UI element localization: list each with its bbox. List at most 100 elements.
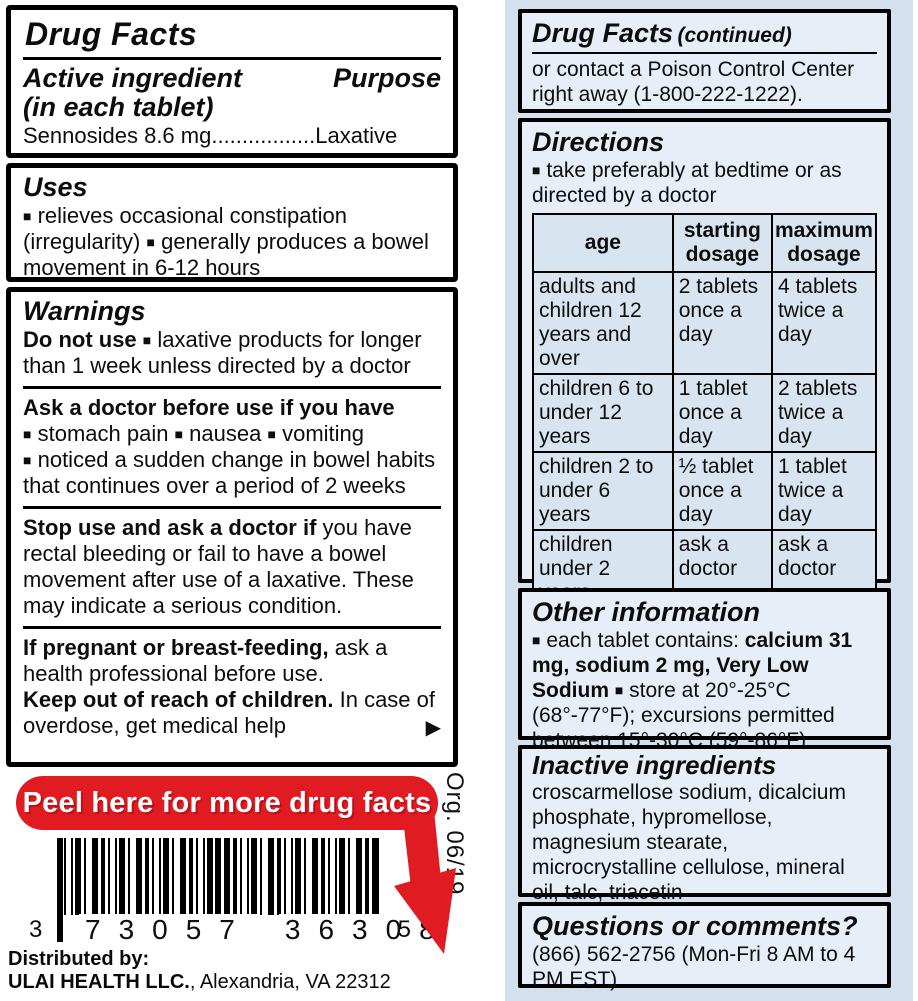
- stop-use-lead: Stop use and ask a doctor if: [23, 515, 317, 541]
- other-information-title: Other information: [532, 597, 760, 627]
- panel-questions: Questions or comments? (866) 562-2756 (M…: [518, 902, 891, 991]
- barcode-group-1-digits: 73057: [85, 914, 253, 945]
- keep-out-rest: In case of overdose, get medical help: [23, 687, 435, 739]
- cell-starting: ½ tablet once a day: [671, 451, 773, 532]
- dot-leader: .................: [211, 123, 316, 149]
- panel-uses: Uses ■ relieves occasional constipation …: [6, 163, 458, 282]
- inactive-ingredients-body: croscarmellose sodium, dicalcium phospha…: [532, 781, 846, 904]
- bullet-icon: ■: [614, 682, 624, 699]
- dosage-header-row: age starting dosage maximum dosage: [532, 213, 878, 274]
- col-header-age: age: [532, 213, 674, 274]
- ingredient-line: Sennosides 8.6 mg.................Laxati…: [23, 123, 441, 149]
- peel-arrow-icon: [394, 810, 456, 954]
- bullet-icon: ■: [142, 332, 152, 349]
- cell-age: children 6 to under 12 years: [532, 373, 674, 454]
- ask-bullet-4: noticed a sudden change in bowel habits …: [23, 447, 436, 499]
- barcode-group-2-digits: 36308: [284, 914, 453, 945]
- bullet-icon: ■: [174, 426, 184, 443]
- barcode-right-digit: 5: [397, 916, 411, 943]
- cell-maximum: 2 tablets twice a day: [770, 373, 878, 454]
- warnings-title: Warnings: [23, 296, 146, 326]
- continued-panel: Drug Facts (continued) or contact a Pois…: [505, 0, 913, 1001]
- keep-out-text: Keep out of reach of children. In case o…: [23, 687, 441, 739]
- ask-doctor-text: Ask a doctor before use if you have ■ st…: [23, 395, 441, 499]
- panel-other-information: Other information ■ each tablet contains…: [518, 588, 891, 752]
- directions-title: Directions: [532, 127, 665, 157]
- poison-control-text: or contact a Poison Control Center right…: [532, 58, 855, 107]
- bullet-icon: ■: [23, 426, 32, 443]
- barcode-digits: 73057 36308: [65, 914, 459, 948]
- ask-bullet-1: stomach pain: [37, 421, 169, 447]
- drug-facts-continued-title: Drug Facts: [532, 18, 674, 48]
- cell-maximum: 4 tablets twice a day: [770, 271, 878, 376]
- bullet-icon: ■: [146, 234, 155, 251]
- continued-label: (continued): [677, 24, 792, 47]
- do-not-use-rest: laxative products for longer than 1 week…: [23, 327, 422, 379]
- barcode-left-digit: 3: [29, 916, 43, 943]
- other-information-text: ■ each tablet contains: calcium 31 mg, s…: [532, 628, 877, 753]
- bullet-icon: ■: [23, 208, 32, 225]
- dosage-table: age starting dosage maximum dosage adult…: [532, 213, 878, 610]
- active-ingredient-row: Active ingredient Purpose: [23, 62, 441, 93]
- panel-directions: Directions ■ take preferably at bedtime …: [518, 118, 891, 610]
- divider: [23, 506, 441, 510]
- other-info-pre: each tablet contains:: [546, 629, 739, 653]
- bullet-icon: ■: [532, 162, 541, 179]
- table-row: adults and children 12 years and over 2 …: [532, 271, 878, 376]
- peel-here-banner[interactable]: Peel here for more drug facts: [16, 776, 438, 830]
- divider: [23, 386, 441, 390]
- questions-title: Questions or comments?: [532, 911, 858, 941]
- col-header-maximum-dosage: maximum dosage: [770, 213, 878, 274]
- col-header-starting-dosage: starting dosage: [671, 213, 773, 274]
- pregnant-lead: If pregnant or breast-feeding,: [23, 635, 329, 661]
- directions-bullet: take preferably at bedtime or as directe…: [532, 159, 842, 208]
- cell-starting: 2 tablets once a day: [671, 271, 773, 376]
- inactive-ingredients-title: Inactive ingredients: [532, 750, 777, 780]
- keep-out-lead: Keep out of reach of children.: [23, 687, 334, 713]
- distributor-label: Distributed by:: [8, 948, 150, 970]
- active-ingredient-heading: Active ingredient: [23, 62, 243, 93]
- panel-continued-header: Drug Facts (continued) or contact a Pois…: [518, 9, 891, 113]
- continued-title-row: Drug Facts (continued): [532, 17, 877, 55]
- bullet-icon: ■: [532, 632, 541, 649]
- barcode-guard: [373, 838, 379, 942]
- ask-doctor-lead: Ask a doctor before use if you have: [23, 395, 395, 421]
- uses-bullet-2: generally produces a bowel movement in 6…: [23, 229, 429, 281]
- purpose-heading: Purpose: [332, 62, 441, 93]
- ask-bullet-3: vomiting: [282, 421, 364, 447]
- do-not-use-text: Do not use ■ laxative products for longe…: [23, 327, 441, 379]
- questions-phone-text: (866) 562-2756 (Mon-Fri 8 AM to 4 PM EST…: [532, 943, 856, 992]
- divider: [23, 626, 441, 630]
- cell-age: children 2 to under 6 years: [532, 451, 674, 532]
- cell-maximum: 1 tablet twice a day: [770, 451, 878, 532]
- distributor-address: , Alexandria, VA 22312: [189, 971, 391, 993]
- continue-arrow-icon: ▶: [425, 717, 441, 740]
- uses-text: ■ relieves occasional constipation (irre…: [23, 203, 441, 281]
- barcode-guard: [57, 838, 63, 942]
- bullet-icon: ■: [23, 452, 32, 469]
- stop-use-rest: you have rectal bleeding or fail to have…: [23, 515, 414, 619]
- peel-here-text: Peel here for more drug facts: [22, 786, 432, 819]
- cell-age: adults and children 12 years and over: [532, 271, 674, 376]
- inactive-ingredients-text: Inactive ingredients croscarmellose sodi…: [532, 750, 877, 905]
- panel-inactive-ingredients: Inactive ingredients croscarmellose sodi…: [518, 745, 891, 904]
- active-ingredient-subheading: (in each tablet): [23, 91, 214, 122]
- bullet-icon: ■: [267, 426, 276, 443]
- purpose-value: Laxative: [315, 123, 398, 149]
- table-row: children 6 to under 12 years 1 tablet on…: [532, 373, 878, 454]
- do-not-use-lead: Do not use: [23, 327, 137, 353]
- table-row: children 2 to under 6 years ½ tablet onc…: [532, 451, 878, 532]
- uses-bullet-1: relieves occasional constipation (irregu…: [23, 203, 347, 255]
- ingredient-name: Sennosides 8.6 mg: [23, 123, 212, 149]
- panel-warnings: Warnings Do not use ■ laxative products …: [6, 287, 458, 767]
- pregnant-text: If pregnant or breast-feeding, ask a hea…: [23, 635, 441, 687]
- distributor-name: ULAI HEALTH LLC.: [8, 971, 190, 993]
- ask-bullet-2: nausea: [189, 421, 262, 447]
- drug-facts-title: Drug Facts: [23, 14, 441, 60]
- other-info-bold: calcium 31 mg, sodium 2 mg, Very Low Sod…: [532, 629, 853, 703]
- barcode-guard: [215, 838, 221, 942]
- barcode: 73057 36308 3 5: [29, 838, 459, 948]
- panel-active-ingredient: Drug Facts Active ingredient Purpose (in…: [6, 5, 458, 158]
- cell-starting: 1 tablet once a day: [671, 373, 773, 454]
